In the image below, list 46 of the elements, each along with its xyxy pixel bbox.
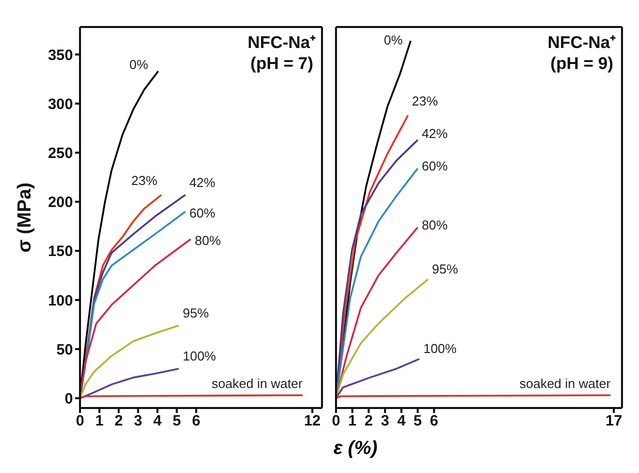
x-tick-label: 4 (397, 412, 406, 430)
series-label: 0% (384, 32, 404, 48)
series-label: 80% (422, 217, 448, 232)
y-tick-label: 250 (48, 145, 73, 162)
y-tick-label: 100 (48, 292, 73, 310)
y-tick-label: 50 (56, 341, 73, 358)
series-label: 23% (412, 93, 438, 108)
y-tick-label: 200 (48, 194, 73, 212)
x-tick-label: 12 (304, 412, 321, 430)
series-label: 80% (194, 233, 222, 248)
series-label: 60% (422, 158, 448, 174)
x-tick-label: 5 (172, 412, 181, 430)
y-tick-label: 300 (48, 96, 73, 113)
x-axis-title: ε (%) (332, 438, 378, 460)
series-label: 23% (131, 172, 158, 188)
x-tick-label: 6 (192, 412, 200, 430)
y-tick-label: 150 (48, 243, 73, 260)
y-tick-label: 0 (64, 390, 73, 408)
annotation: (pH = 7) (249, 53, 314, 74)
series-label: soaked in water (519, 376, 612, 392)
series-label: 95% (182, 306, 210, 321)
series-label: 0% (129, 57, 149, 72)
y-axis-title: σ (MPa) (14, 182, 36, 252)
series-label: soaked in water (212, 376, 304, 392)
annotation: (pH = 9) (549, 53, 614, 74)
x-tick-label: 2 (364, 412, 373, 430)
series-label: 100% (423, 340, 458, 356)
x-tick-label: 4 (153, 412, 162, 430)
x-tick-label: 3 (134, 412, 142, 430)
x-tick-label: 0 (332, 412, 340, 430)
series-label: 60% (189, 206, 216, 221)
annotation: NFC-Na⁺ (548, 32, 616, 53)
annotation: NFC-Na⁺ (248, 32, 316, 53)
x-tick-label: 17 (605, 412, 622, 430)
series-label: 42% (422, 126, 448, 141)
series-label: 42% (189, 174, 216, 190)
x-tick-label: 1 (95, 412, 104, 430)
x-tick-label: 3 (380, 412, 390, 430)
x-tick-label: 1 (348, 412, 357, 430)
series-label: 95% (432, 261, 458, 276)
y-tick-label: 350 (48, 46, 73, 64)
x-tick-label: 2 (114, 412, 123, 430)
series-label: 100% (182, 348, 216, 364)
x-tick-label: 5 (414, 412, 422, 430)
x-tick-label: 6 (430, 412, 438, 430)
x-tick-label: 0 (76, 412, 84, 430)
